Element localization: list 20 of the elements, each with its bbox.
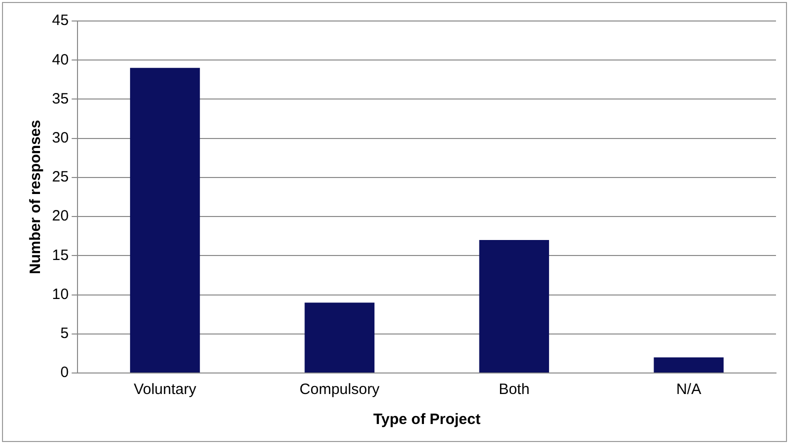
y-tick-label: 25: [52, 168, 69, 186]
x-tick-label: Compulsory: [300, 381, 380, 398]
y-tick-label: 40: [52, 51, 69, 68]
y-tick-label: 5: [60, 325, 69, 342]
x-tick-label: Both: [498, 381, 530, 398]
y-tick-label: 15: [52, 246, 69, 264]
x-tick-label: N/A: [676, 381, 702, 398]
x-axis-title: Type of Project: [373, 411, 480, 428]
x-tick-label: Voluntary: [134, 381, 197, 398]
bar: [304, 302, 374, 372]
y-tick-label: 35: [52, 90, 69, 108]
y-tick-label: 45: [52, 12, 69, 30]
y-axis-title: Number of responses: [27, 120, 44, 274]
bar: [654, 357, 724, 372]
y-tick-label: 10: [52, 286, 69, 303]
y-tick-label: 30: [52, 129, 69, 146]
bar: [479, 240, 550, 372]
y-tick-label: 20: [52, 208, 69, 225]
bar: [130, 68, 200, 372]
y-tick-label: 0: [60, 364, 69, 382]
